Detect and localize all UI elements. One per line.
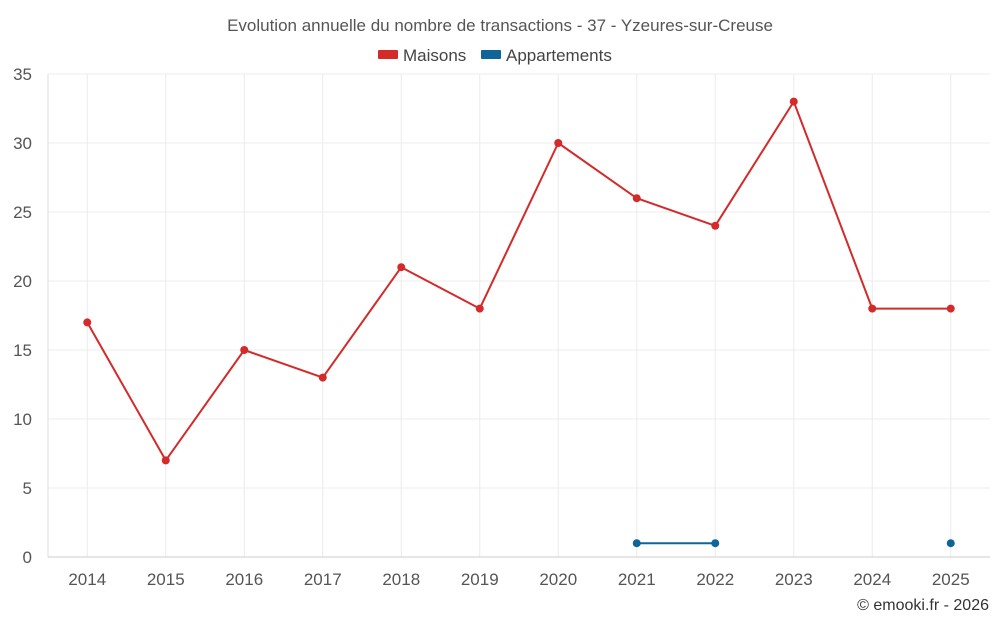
x-tick-label: 2023 bbox=[775, 570, 813, 589]
x-tick-label: 2016 bbox=[225, 570, 263, 589]
x-tick-label: 2020 bbox=[539, 570, 577, 589]
data-point-maisons[interactable] bbox=[554, 139, 563, 147]
y-tick-label: 20 bbox=[13, 272, 32, 291]
y-tick-label: 15 bbox=[13, 341, 32, 360]
data-point-maisons[interactable] bbox=[475, 304, 484, 313]
series-maisons bbox=[83, 97, 955, 465]
data-point-maisons[interactable] bbox=[397, 263, 406, 272]
series bbox=[83, 97, 955, 548]
y-tick-label: 5 bbox=[23, 479, 32, 498]
y-tick-label: 30 bbox=[13, 134, 32, 153]
legend-swatch-appartements bbox=[481, 50, 501, 59]
x-tick-label: 2022 bbox=[696, 570, 734, 589]
data-point-maisons[interactable] bbox=[83, 318, 92, 327]
x-tick-label: 2024 bbox=[853, 570, 891, 589]
x-tick-label: 2018 bbox=[382, 570, 420, 589]
data-point-appartements[interactable] bbox=[946, 539, 955, 548]
legend-label-maisons[interactable]: Maisons bbox=[403, 46, 466, 65]
x-tick-label: 2017 bbox=[304, 570, 342, 589]
chart-title: Evolution annuelle du nombre de transact… bbox=[227, 16, 773, 35]
data-point-appartements[interactable] bbox=[632, 539, 641, 548]
x-tick-label: 2021 bbox=[618, 570, 656, 589]
data-point-maisons[interactable] bbox=[711, 221, 720, 230]
series-line-maisons bbox=[86, 100, 951, 462]
x-tick-label: 2025 bbox=[932, 570, 970, 589]
data-point-maisons[interactable] bbox=[318, 373, 327, 382]
y-tick-label: 10 bbox=[13, 410, 32, 429]
data-point-maisons[interactable] bbox=[632, 194, 641, 203]
data-point-appartements[interactable] bbox=[711, 539, 720, 548]
y-tick-label: 35 bbox=[13, 65, 32, 84]
y-tick-label: 0 bbox=[23, 548, 32, 567]
data-point-maisons[interactable] bbox=[161, 456, 170, 465]
x-tick-label: 2014 bbox=[68, 570, 106, 589]
data-point-maisons[interactable] bbox=[868, 304, 877, 313]
x-tick-label: 2019 bbox=[461, 570, 499, 589]
x-tick-label: 2015 bbox=[147, 570, 185, 589]
credit-text: © emooki.fr - 2026 bbox=[857, 597, 989, 614]
grid bbox=[48, 73, 990, 557]
data-point-maisons[interactable] bbox=[946, 304, 955, 313]
legend: Maisons Appartements bbox=[378, 46, 612, 65]
data-point-maisons[interactable] bbox=[240, 346, 249, 354]
legend-label-appartements[interactable]: Appartements bbox=[506, 46, 612, 65]
legend-swatch-maisons bbox=[378, 50, 398, 59]
data-point-maisons[interactable] bbox=[789, 97, 798, 106]
series-appartements bbox=[632, 539, 955, 548]
y-tick-label: 25 bbox=[13, 203, 32, 222]
